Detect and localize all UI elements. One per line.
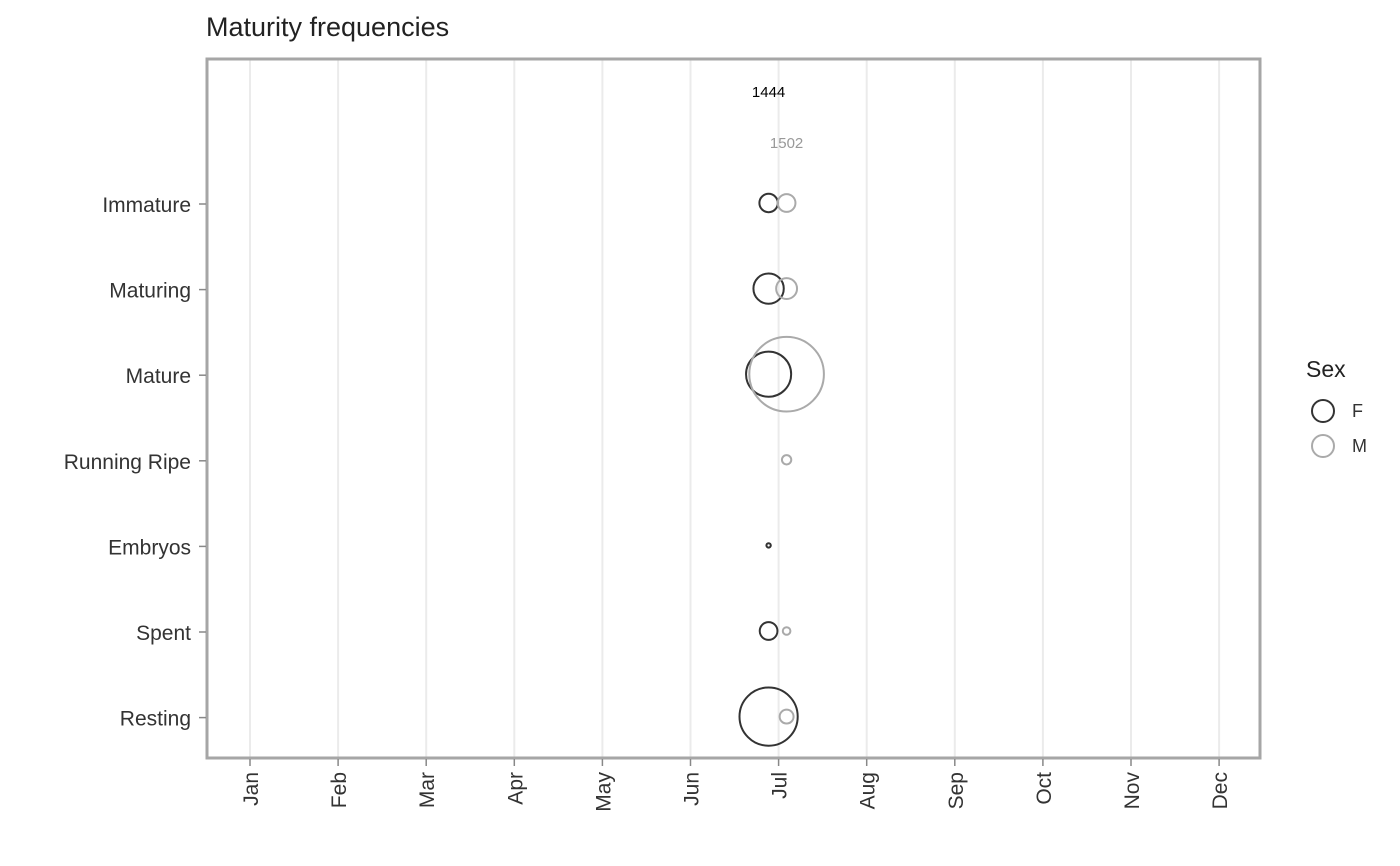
bubble-f-maturing — [752, 272, 785, 305]
y-tick-label-spent: Spent — [136, 622, 191, 645]
bubble-f-spent — [758, 621, 779, 641]
y-tick-label-maturing: Maturing — [109, 280, 191, 303]
total-label-f: 1444 — [752, 84, 785, 101]
legend: Sex FM — [1306, 356, 1367, 458]
x-tick-label-jan: Jan — [240, 772, 263, 806]
y-tick-label-running-ripe: Running Ripe — [64, 451, 191, 474]
bubble-m-maturing — [775, 277, 799, 301]
x-tick-label-may: May — [592, 772, 615, 812]
bubble-f-resting — [738, 686, 799, 747]
x-tick-label-nov: Nov — [1121, 772, 1144, 810]
bubble-m-running-ripe — [780, 454, 793, 466]
plot-area: Immature Maturing Mature Running Ripe Embryo… — [64, 57, 1262, 812]
bubble-f-immature — [758, 192, 779, 214]
y-tick-label-embryos: Embryos — [108, 536, 191, 559]
panel-border — [205, 57, 1262, 760]
y-tick-label-resting: Resting — [120, 708, 191, 731]
x-tick-label-jul: Jul — [769, 772, 792, 799]
x-tick-label-feb: Feb — [328, 772, 351, 808]
y-tick-label-mature: Mature — [126, 365, 191, 388]
bubble-f-embryos — [765, 542, 772, 549]
legend-label-m: M — [1352, 436, 1367, 456]
legend-label-f: F — [1352, 401, 1363, 421]
x-tick-label-oct: Oct — [1033, 772, 1056, 805]
x-tick-label-apr: Apr — [504, 772, 527, 805]
y-tick-label-immature: Immature — [102, 194, 191, 217]
total-label-m: 1502 — [770, 135, 803, 152]
x-tick-label-mar: Mar — [416, 772, 439, 808]
legend-title: Sex — [1306, 356, 1346, 382]
x-tick-label-jun: Jun — [681, 772, 704, 806]
bubble-m-resting — [778, 708, 795, 725]
bubble-m-mature — [748, 335, 825, 413]
x-tick-label-dec: Dec — [1209, 772, 1232, 809]
bubble-m-immature — [776, 193, 797, 213]
legend-key-f — [1311, 399, 1335, 423]
bubble-f-mature — [745, 350, 793, 398]
x-tick-label-sep: Sep — [945, 772, 968, 809]
x-tick-label-aug: Aug — [857, 772, 880, 809]
legend-key-m — [1311, 434, 1335, 458]
bubble-m-spent — [781, 626, 792, 636]
chart-title: Maturity frequencies — [206, 12, 449, 42]
